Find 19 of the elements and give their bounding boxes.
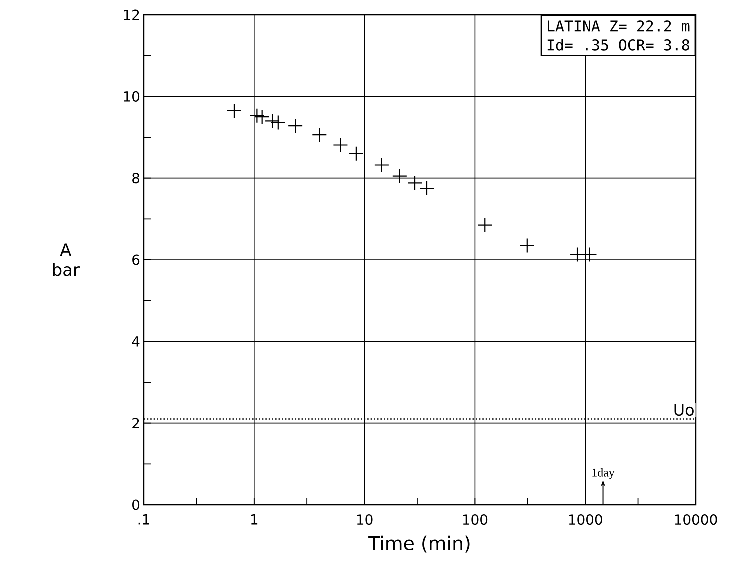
y-tick-label: 4 xyxy=(132,336,140,347)
x-axis-title: Time (min) xyxy=(368,536,470,553)
x-tick-label: .1 xyxy=(138,514,150,525)
x-tick-label: 10000 xyxy=(675,514,718,526)
x-tick-label: 10 xyxy=(357,514,373,526)
x-tick-label: 1 xyxy=(251,514,258,525)
ref-line-label: Uo xyxy=(674,404,694,416)
y-tick-label: 8 xyxy=(132,173,140,184)
y-tick-label: 12 xyxy=(124,10,140,20)
y-tick-label: 0 xyxy=(132,500,140,510)
y-tick-label: 2 xyxy=(132,418,140,429)
x-tick-label: 100 xyxy=(463,514,488,526)
y-tick-label: 10 xyxy=(124,91,140,102)
annotation: LATINA Z= 22.2 m xyxy=(548,20,690,32)
annotation: Id= .35 OCR= 3.8 xyxy=(548,39,690,51)
x-tick-label: 1000 xyxy=(569,514,602,526)
annotation: 1day xyxy=(592,468,615,480)
y-axis-title: A bar xyxy=(53,244,80,276)
y-tick-label: 6 xyxy=(132,254,140,266)
